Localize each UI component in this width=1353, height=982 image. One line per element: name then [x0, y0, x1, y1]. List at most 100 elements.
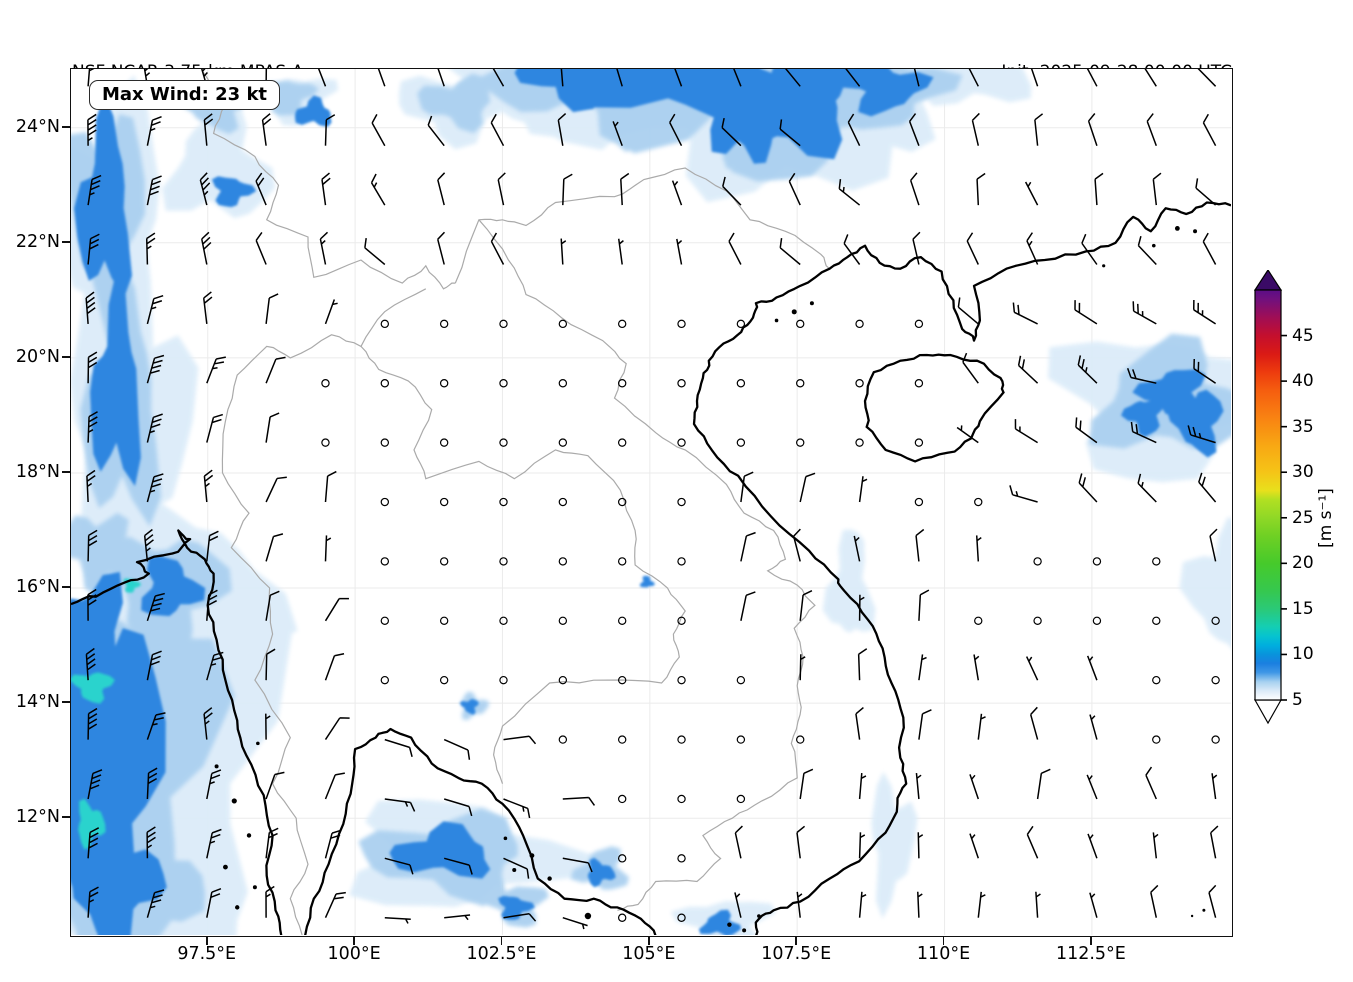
wind-barb [620, 172, 630, 206]
y-tick-label: 24°N [15, 116, 60, 137]
wind-barb [265, 356, 286, 384]
wind-barb [1077, 355, 1098, 384]
wind-barb [1126, 368, 1157, 384]
country-border [201, 69, 456, 290]
wind-speed-shade [71, 512, 129, 596]
island [1202, 908, 1206, 912]
colorbar [1253, 270, 1287, 725]
wind-barb [1078, 473, 1098, 503]
wind-barb [86, 469, 96, 503]
wind-barb [1192, 300, 1217, 325]
wind-speed-shade [141, 555, 206, 617]
wind-barb [324, 470, 337, 503]
wind-speed-shade [587, 857, 616, 888]
wind-barb [1146, 113, 1158, 146]
wind-barb [740, 471, 754, 503]
wind-barb [87, 351, 98, 384]
wind-barb [261, 113, 272, 146]
wind-barb [1087, 833, 1098, 859]
island [246, 833, 252, 838]
wind-barb [617, 238, 624, 265]
wind-speed-shade [846, 69, 934, 117]
island [235, 905, 240, 910]
y-axis-tick [62, 816, 70, 819]
wind-barb [324, 653, 345, 681]
wind-speed-shade [602, 109, 649, 152]
calm-wind-marker [1152, 735, 1161, 744]
wind-barb [796, 825, 806, 859]
wind-speed-shade [822, 529, 876, 633]
colorbar-tick-label: 20 [1292, 553, 1314, 574]
calm-wind-marker [617, 497, 627, 507]
calm-wind-marker [558, 616, 568, 625]
x-axis-tick [942, 937, 945, 945]
wind-barb [799, 654, 806, 681]
wind-barb [779, 119, 801, 147]
calm-wind-marker [677, 616, 686, 625]
wind-barb [956, 425, 979, 444]
wind-barb [1152, 172, 1162, 206]
wind-barb [146, 592, 165, 622]
wind-barb [324, 717, 350, 741]
wind-barb [1024, 181, 1039, 206]
wind-barb [1150, 884, 1159, 918]
wind-barb [779, 238, 801, 266]
country-border [454, 167, 830, 284]
island [503, 836, 508, 841]
y-tick-label: 20°N [15, 346, 60, 367]
calm-wind-marker [736, 794, 746, 804]
calm-wind-marker [499, 319, 508, 329]
island [214, 764, 219, 769]
wind-barb [497, 172, 506, 206]
wind-barb [562, 916, 588, 930]
calm-wind-marker [617, 913, 627, 922]
wind-barb [87, 233, 100, 265]
wind-barb [1034, 113, 1044, 146]
calm-wind-marker [914, 497, 924, 507]
wind-barb [671, 69, 683, 87]
calm-wind-marker [796, 379, 805, 388]
wind-barb [437, 172, 446, 206]
wind-barb [324, 891, 346, 919]
wind-barb [562, 857, 593, 873]
x-tick-label: 100°E [327, 944, 381, 964]
wind-barb [782, 69, 801, 87]
wind-barb [853, 535, 861, 562]
calm-wind-marker [677, 913, 686, 922]
wind-barb [858, 832, 866, 859]
wind-barb [206, 589, 218, 621]
wind-barb [146, 826, 156, 859]
wind-barb [1075, 417, 1098, 444]
colorbar-under-arrow [1253, 699, 1283, 725]
colorbar-tick-label: 30 [1292, 462, 1314, 483]
wind-barb [977, 713, 986, 740]
calm-wind-marker [499, 379, 508, 388]
wind-barb [740, 531, 756, 562]
wind-barb [1211, 773, 1218, 800]
wind-barb [85, 647, 96, 681]
wind-barb [1084, 69, 1098, 87]
wind-barb [1196, 69, 1217, 87]
island [727, 922, 732, 927]
island [584, 912, 592, 920]
wind-barb [324, 772, 345, 800]
wind-barb [858, 476, 868, 503]
wind-barb [85, 291, 96, 324]
calm-wind-marker [380, 497, 390, 507]
calm-wind-marker [558, 379, 568, 388]
country-border [221, 288, 427, 935]
calm-wind-marker [855, 319, 864, 329]
island [1190, 914, 1194, 918]
colorbar-tick-label: 10 [1292, 644, 1314, 665]
island [547, 876, 552, 881]
wind-barb [1028, 69, 1039, 87]
wind-barb [324, 535, 332, 562]
wind-barb [1141, 69, 1157, 87]
wind-barb [671, 180, 683, 206]
y-axis-tick [62, 586, 70, 588]
wind-barb [1086, 655, 1098, 681]
wind-barb [324, 597, 349, 622]
wind-barb [842, 69, 861, 87]
calm-wind-marker [439, 557, 449, 566]
wind-barb [1137, 473, 1157, 503]
